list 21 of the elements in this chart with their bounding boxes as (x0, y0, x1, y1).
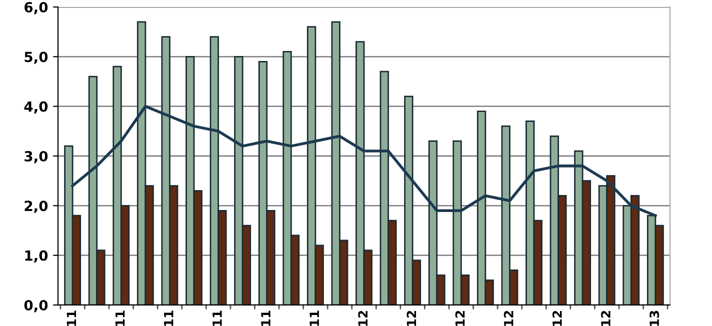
x-tick-label: 11 (261, 310, 270, 326)
y-tick-label: 4,0 (24, 101, 48, 114)
x-tick-label: 11 (310, 310, 319, 326)
x-tick-label: 11 (115, 310, 125, 326)
x-tick-label: 13 (650, 310, 660, 326)
x-tick-label: 11 (66, 310, 76, 326)
line-series (71, 104, 657, 217)
y-tick-label: 0,0 (24, 300, 48, 312)
y-tick-label: 6,0 (24, 2, 48, 14)
x-tick-label: 12 (455, 310, 465, 326)
x-tick-label: 11 (212, 310, 222, 326)
x-tick-label: 12 (601, 310, 610, 326)
x-tick-label: 12 (504, 310, 514, 326)
y-tick-label: 5,0 (24, 52, 48, 64)
x-tick-label: 12 (552, 310, 562, 326)
x-tick-label: 12 (358, 310, 368, 326)
x-tick-label: 11 (164, 310, 174, 326)
y-tick-label: 2,0 (24, 200, 48, 213)
x-tick-label: 12 (406, 310, 416, 326)
y-tick-label: 3,0 (24, 150, 48, 164)
y-tick-label: 1,0 (25, 250, 48, 263)
